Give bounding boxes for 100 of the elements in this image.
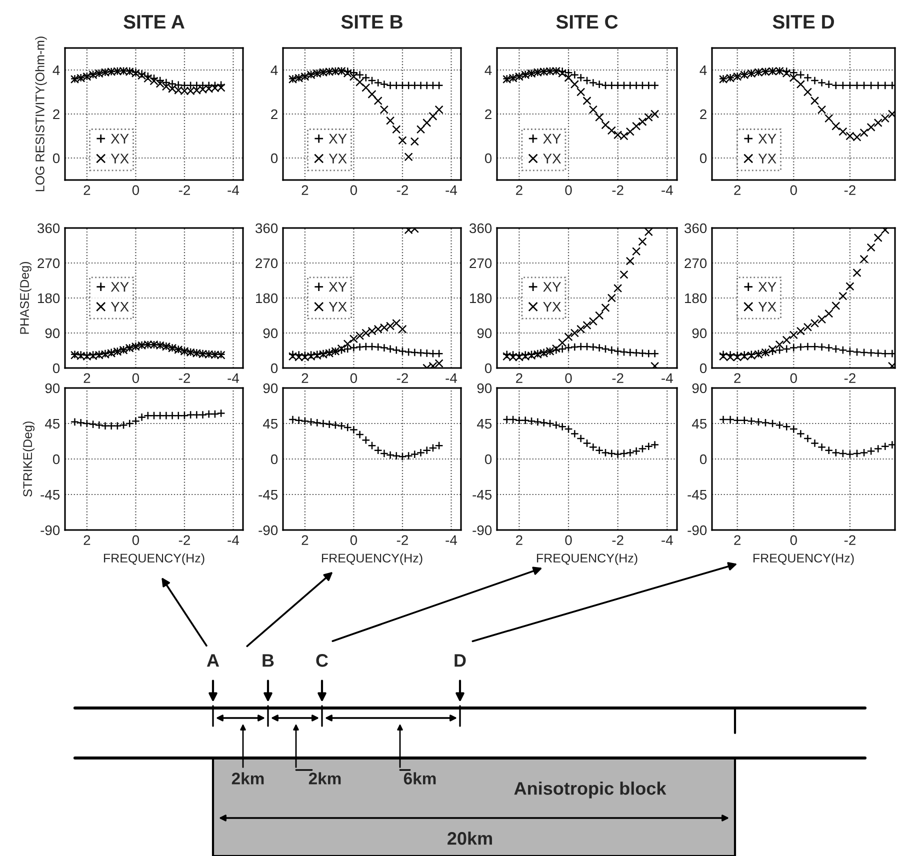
y-tick-label: 4 bbox=[484, 65, 492, 76]
x-tick-label: 0 bbox=[565, 185, 572, 196]
y-axis-title: PHASE(Deg) bbox=[20, 262, 32, 334]
x-tick-label: 2 bbox=[302, 185, 308, 195]
y-tick-label: 360 bbox=[470, 223, 492, 234]
y-tick-label: 90 bbox=[45, 383, 60, 394]
text: B bbox=[262, 654, 274, 667]
y-tick-label: 360 bbox=[38, 223, 60, 234]
x-tick-label: -2 bbox=[396, 185, 408, 195]
legend-label: YX bbox=[110, 302, 129, 312]
y-tick-label: 2 bbox=[271, 109, 278, 120]
x-tick-label: 0 bbox=[565, 373, 572, 384]
x-tick-label: 2 bbox=[734, 185, 741, 195]
y-tick-label: 270 bbox=[256, 258, 278, 268]
y-tick-label: 270 bbox=[684, 258, 707, 268]
y-tick-label: 2 bbox=[700, 109, 706, 120]
y-tick-label: 0 bbox=[52, 363, 60, 374]
x-tick-label: -2 bbox=[178, 185, 190, 195]
y-tick-label: 360 bbox=[256, 223, 278, 234]
x-axis-title: FREQUENCY(Hz) bbox=[753, 553, 854, 566]
y-tick-label: 0 bbox=[484, 363, 492, 374]
legend-label: XY bbox=[110, 282, 129, 292]
chart-title: SITE B bbox=[341, 14, 402, 29]
y-axis-title: LOG RESISTIVITY(Ohm-m) bbox=[35, 36, 47, 192]
y-tick-label: 90 bbox=[477, 383, 492, 394]
x-tick-label: 2 bbox=[302, 373, 308, 383]
x-tick-label: -2 bbox=[612, 535, 624, 545]
y-tick-label: -45 bbox=[258, 490, 278, 500]
x-tick-label: -2 bbox=[178, 373, 190, 383]
y-tick-label: -90 bbox=[40, 525, 60, 536]
x-tick-label: -4 bbox=[446, 373, 458, 383]
text: A bbox=[206, 654, 220, 667]
x-tick-label: 0 bbox=[350, 373, 358, 384]
y-tick-label: 90 bbox=[692, 383, 707, 394]
y-tick-label: -90 bbox=[472, 525, 492, 536]
y-tick-label: 4 bbox=[700, 65, 707, 76]
x-tick-label: 2 bbox=[734, 535, 741, 545]
legend-label: XY bbox=[543, 134, 561, 144]
x-tick-label: 0 bbox=[790, 373, 797, 384]
x-tick-label: -4 bbox=[228, 535, 240, 545]
y-tick-label: 180 bbox=[685, 293, 707, 304]
legend-label: YX bbox=[758, 154, 776, 164]
legend-label: XY bbox=[328, 282, 347, 292]
chart-title: SITE A bbox=[124, 14, 184, 29]
x-tick-label: 0 bbox=[565, 535, 572, 546]
x-tick-label: 0 bbox=[790, 535, 797, 546]
y-tick-label: 4 bbox=[52, 65, 60, 76]
x-tick-label: -4 bbox=[662, 185, 673, 195]
legend-label: XY bbox=[328, 134, 347, 144]
y-tick-label: 270 bbox=[470, 258, 492, 268]
y-tick-label: 0 bbox=[52, 153, 60, 164]
legend-label: XY bbox=[110, 134, 129, 144]
x-tick-label: 2 bbox=[84, 185, 90, 195]
y-tick-label: 180 bbox=[38, 293, 60, 304]
y-tick-label: 90 bbox=[692, 328, 707, 338]
y-tick-label: 45 bbox=[692, 418, 707, 429]
y-tick-label: 2 bbox=[485, 109, 492, 120]
x-tick-label: 0 bbox=[790, 185, 797, 196]
text: D bbox=[454, 654, 466, 667]
y-tick-label: -45 bbox=[472, 490, 492, 500]
y-tick-label: 360 bbox=[684, 223, 707, 234]
legend-label: XY bbox=[758, 134, 776, 144]
x-axis-title: FREQUENCY(Hz) bbox=[536, 553, 638, 566]
x-tick-label: -4 bbox=[662, 535, 673, 545]
text: 20km bbox=[448, 832, 492, 845]
x-axis-title: FREQUENCY(Hz) bbox=[104, 553, 204, 566]
x-tick-label: 0 bbox=[132, 535, 140, 546]
y-tick-label: 0 bbox=[270, 454, 278, 464]
x-tick-label: 2 bbox=[516, 373, 522, 383]
x-tick-label: -2 bbox=[612, 373, 624, 383]
x-tick-label: 0 bbox=[350, 185, 358, 196]
x-tick-label: 0 bbox=[132, 373, 140, 384]
x-tick-label: -2 bbox=[178, 535, 190, 545]
chart-title: SITE C bbox=[556, 14, 618, 29]
legend-label: YX bbox=[110, 154, 129, 164]
y-tick-label: 90 bbox=[263, 328, 278, 338]
text: 2km bbox=[308, 772, 341, 784]
x-tick-label: -4 bbox=[446, 535, 458, 545]
y-tick-label: 90 bbox=[477, 328, 492, 338]
x-tick-label: 2 bbox=[516, 535, 522, 545]
text: Anisotropic block bbox=[514, 782, 666, 798]
y-tick-label: -45 bbox=[40, 490, 60, 500]
legend-label: YX bbox=[328, 302, 347, 312]
legend-label: XY bbox=[758, 282, 776, 292]
x-tick-label: -2 bbox=[844, 185, 856, 195]
y-tick-label: 180 bbox=[256, 293, 278, 304]
x-tick-label: 2 bbox=[302, 535, 308, 545]
legend-label: XY bbox=[543, 282, 561, 292]
legend-label: YX bbox=[758, 302, 776, 312]
y-tick-label: 45 bbox=[477, 418, 492, 429]
y-axis-title: STRIKE(Deg) bbox=[22, 422, 35, 497]
text: C bbox=[316, 654, 328, 667]
x-tick-label: -4 bbox=[228, 185, 240, 195]
y-tick-label: -90 bbox=[688, 525, 707, 536]
y-tick-label: 180 bbox=[470, 293, 492, 304]
y-tick-label: 4 bbox=[270, 65, 278, 76]
text: 6km bbox=[404, 772, 436, 784]
x-tick-label: 0 bbox=[350, 535, 358, 546]
y-tick-label: 90 bbox=[45, 328, 60, 338]
x-tick-label: -4 bbox=[228, 373, 240, 383]
